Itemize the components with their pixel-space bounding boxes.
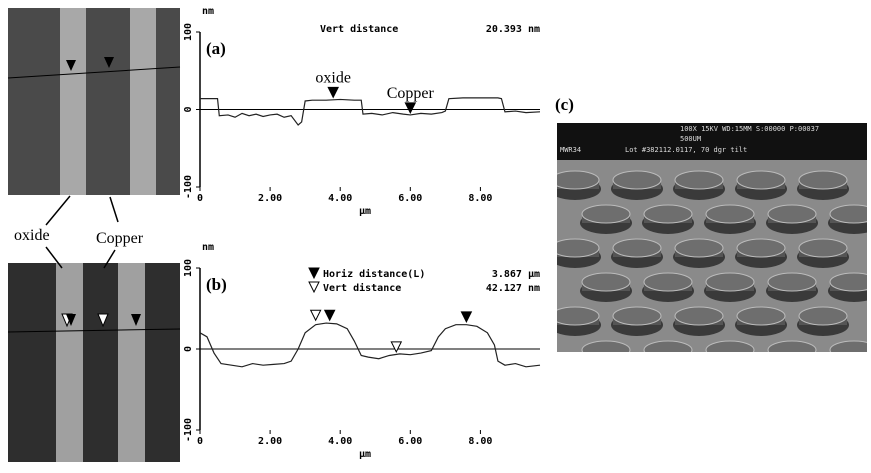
pillar-top bbox=[736, 170, 786, 190]
pillar-top bbox=[798, 306, 848, 326]
pillar-top bbox=[643, 204, 693, 224]
copper-label: Copper bbox=[96, 230, 144, 247]
y-tick-label: -100 bbox=[183, 418, 194, 442]
pillar-top bbox=[674, 170, 724, 190]
y-tick-label: 0 bbox=[183, 346, 194, 352]
panel-label: (b) bbox=[206, 275, 227, 294]
pillar-top bbox=[674, 306, 724, 326]
annotation: 3.867 μm bbox=[492, 269, 540, 280]
legend-marker bbox=[308, 267, 320, 280]
sem-header: 100X 15KV WD:15MM S:00000 P:00037 bbox=[680, 125, 819, 133]
x-tick-label: 4.00 bbox=[328, 436, 352, 447]
profile-line bbox=[199, 322, 541, 368]
marker bbox=[404, 102, 417, 115]
callout-label: oxide bbox=[315, 69, 351, 86]
x-tick-label: 4.00 bbox=[328, 193, 352, 204]
annotation: 42.127 nm bbox=[486, 283, 540, 294]
profile-line bbox=[200, 97, 541, 126]
pillar-top bbox=[798, 238, 848, 258]
page-mask bbox=[548, 352, 871, 473]
pillar-top bbox=[550, 306, 600, 326]
pillar-top bbox=[581, 272, 631, 292]
sem-id: MWR34 bbox=[560, 146, 581, 154]
pillar-top bbox=[643, 272, 693, 292]
pillar-top bbox=[705, 204, 755, 224]
left-labels bbox=[45, 195, 119, 269]
sem-bar bbox=[557, 123, 867, 160]
legend-marker bbox=[308, 281, 320, 294]
sem-scale: 500UM bbox=[680, 135, 701, 143]
y-tick-label: 0 bbox=[183, 106, 194, 112]
marker bbox=[327, 86, 340, 99]
y-tick-label: 100 bbox=[183, 259, 194, 277]
annotation: Vert distance bbox=[323, 282, 401, 294]
x-tick-label: 6.00 bbox=[398, 436, 422, 447]
page-mask bbox=[867, 123, 871, 352]
marker bbox=[390, 341, 403, 353]
annotation: Vert distance bbox=[320, 23, 398, 35]
x-tick-label: 8.00 bbox=[468, 193, 492, 204]
pillar-top bbox=[705, 272, 755, 292]
pillar-top bbox=[674, 238, 724, 258]
pillar-top bbox=[612, 170, 662, 190]
marker bbox=[460, 311, 473, 324]
y-tick-label: -100 bbox=[183, 175, 194, 199]
pillar-top bbox=[612, 306, 662, 326]
annotation: Horiz distance(L) bbox=[323, 268, 425, 280]
y-unit: nm bbox=[202, 242, 214, 253]
panel-label: (a) bbox=[206, 39, 226, 58]
pillar-top bbox=[798, 170, 848, 190]
x-tick-label: 0 bbox=[197, 436, 203, 447]
afm-image-b bbox=[7, 263, 181, 462]
sem-lot: Lot #382112.0117, 70 dgr tilt bbox=[625, 146, 747, 154]
callout-label: Copper bbox=[387, 85, 435, 102]
marker bbox=[323, 309, 336, 322]
pillar-top bbox=[612, 238, 662, 258]
pillar-top bbox=[550, 238, 600, 258]
y-tick-label: 100 bbox=[183, 23, 194, 41]
pillar-top bbox=[829, 204, 871, 224]
x-tick-label: 8.00 bbox=[468, 436, 492, 447]
x-axis-label: μm bbox=[359, 206, 371, 217]
sem-image bbox=[549, 123, 871, 370]
panel-label: (c) bbox=[555, 95, 574, 114]
x-tick-label: 6.00 bbox=[398, 193, 422, 204]
x-axis-label: μm bbox=[359, 449, 371, 460]
pillar-top bbox=[581, 204, 631, 224]
pillar-top bbox=[829, 272, 871, 292]
x-tick-label: 0 bbox=[197, 193, 203, 204]
afm-image-a bbox=[7, 8, 181, 195]
x-tick-label: 2.00 bbox=[258, 193, 282, 204]
pillar-top bbox=[736, 306, 786, 326]
pillar-top bbox=[550, 170, 600, 190]
pillar-top bbox=[767, 204, 817, 224]
oxide-label: oxide bbox=[14, 227, 50, 244]
annotation: 20.393 nm bbox=[486, 24, 540, 35]
pillar-top bbox=[767, 272, 817, 292]
pillar-top bbox=[736, 238, 786, 258]
x-tick-label: 2.00 bbox=[258, 436, 282, 447]
marker bbox=[309, 309, 322, 322]
page-mask bbox=[548, 123, 557, 352]
y-unit: nm bbox=[202, 6, 214, 17]
